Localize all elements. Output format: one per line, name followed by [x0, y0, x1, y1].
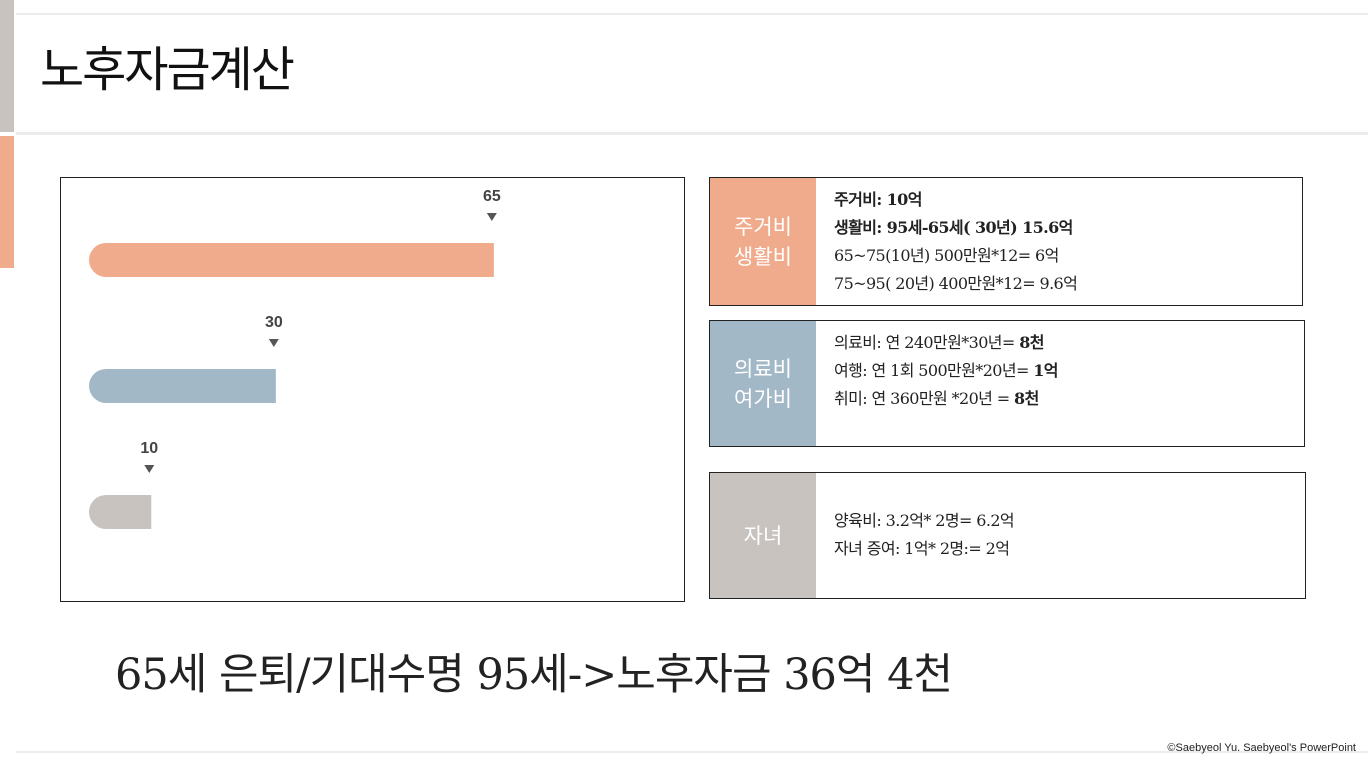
- detail-line: 주거비: 10억: [834, 190, 922, 209]
- category-label-medical-leisure: 의료비 여가비: [710, 321, 816, 446]
- category-label-line: 자녀: [743, 523, 783, 548]
- category-label-line: 생활비: [734, 244, 792, 269]
- detail-line: 취미: 연 360만원 *20년 = 8천: [834, 385, 1058, 413]
- category-housing-living: 주거비 생활비 주거비: 10억 생활비: 95세-65세( 30년) 15.6…: [709, 177, 1303, 306]
- marker-triangle-icon: [144, 465, 155, 473]
- detail-line: 의료비: 연 240만원*30년= 8천: [834, 329, 1058, 357]
- detail-line: 자녀 증여: 1억* 2명:= 2억: [834, 539, 1010, 558]
- detail-line: 양육비: 3.2억* 2명= 6.2억: [834, 511, 1015, 530]
- detail-line: 65~75(10년) 500만원*12= 6억: [834, 246, 1059, 265]
- detail-text: 취미: 연 360만원 *20년 =: [834, 389, 1015, 408]
- summary-text: 65세 은퇴/기대수명 95세->노후자금 36억 4천: [115, 650, 953, 700]
- accent-bar-peach: [0, 136, 14, 268]
- data-label-1: 65: [483, 188, 501, 205]
- category-label-housing-living: 주거비 생활비: [710, 178, 816, 305]
- marker-triangle-icon: [486, 213, 497, 221]
- accent-bar-gray: [0, 0, 14, 132]
- data-label-2: 30: [265, 314, 283, 331]
- detail-amount: 8천: [1014, 389, 1039, 408]
- category-label-line: 의료비: [734, 356, 792, 381]
- detail-line: 생활비: 95세-65세( 30년) 15.6억: [834, 218, 1073, 237]
- bar-1: [89, 243, 494, 277]
- top-rule: [16, 13, 1368, 15]
- detail-amount: 8천: [1019, 333, 1044, 352]
- category-label-line: 주거비: [734, 214, 792, 239]
- bar-2: [89, 369, 276, 403]
- category-details-children: 양육비: 3.2억* 2명= 6.2억 자녀 증여: 1억* 2명:= 2억: [834, 507, 1015, 563]
- category-details-housing-living: 주거비: 10억 생활비: 95세-65세( 30년) 15.6억 65~75(…: [834, 186, 1078, 298]
- bottom-rule: [16, 751, 1368, 753]
- category-label-children: 자녀: [710, 473, 816, 598]
- detail-amount: 1억: [1033, 361, 1058, 380]
- bar-chart: 65 30 10: [60, 177, 685, 602]
- category-details-medical-leisure: 의료비: 연 240만원*30년= 8천 여행: 연 1회 500만원*20년=…: [834, 329, 1059, 413]
- detail-text: 의료비: 연 240만원*30년=: [834, 333, 1020, 352]
- bar-chart-svg: 65 30 10: [89, 188, 501, 529]
- bar-3: [89, 495, 152, 529]
- category-label-line: 여가비: [734, 386, 792, 411]
- page-title: 노후자금계산: [40, 42, 295, 98]
- category-medical-leisure: 의료비 여가비 의료비: 연 240만원*30년= 8천 여행: 연 1회 50…: [709, 320, 1305, 447]
- title-rule: [16, 132, 1368, 135]
- detail-line: 75~95( 20년) 400만원*12= 9.6억: [834, 274, 1078, 293]
- marker-triangle-icon: [268, 339, 279, 347]
- category-children: 자녀 양육비: 3.2억* 2명= 6.2억 자녀 증여: 1억* 2명:= 2…: [709, 472, 1306, 599]
- detail-line: 여행: 연 1회 500만원*20년= 1억: [834, 357, 1059, 385]
- data-label-3: 10: [140, 440, 158, 457]
- copyright-text: ©Saebyeol Yu. Saebyeol's PowerPoint: [1167, 742, 1356, 754]
- detail-text: 여행: 연 1회 500만원*20년=: [834, 361, 1034, 380]
